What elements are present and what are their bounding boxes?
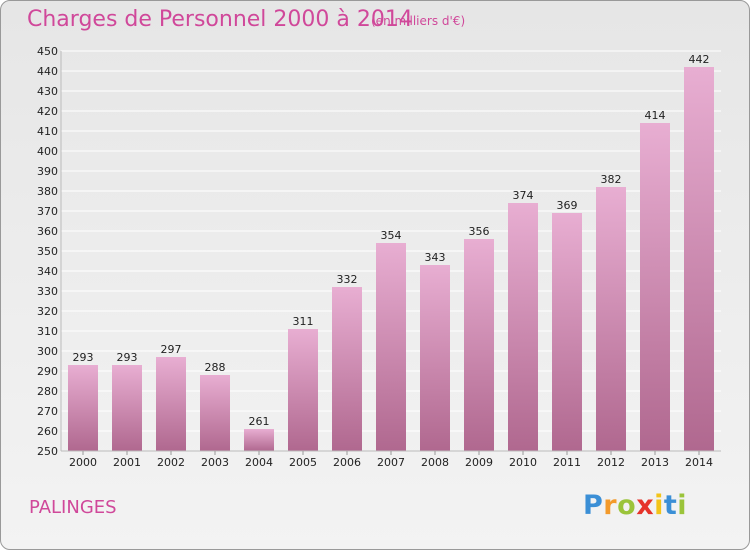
- logo-letter: x: [636, 490, 655, 521]
- data-label: 297: [161, 343, 182, 356]
- chart-title: Charges de Personnel 2000 à 2014: [27, 7, 413, 32]
- y-tick-label: 280: [37, 385, 58, 398]
- y-tick-label: 300: [37, 345, 58, 358]
- bar: [684, 67, 714, 451]
- y-tick-label: 440: [37, 65, 58, 78]
- y-tick-label: 330: [37, 285, 58, 298]
- x-tick-label: 2014: [685, 456, 713, 469]
- x-tick-label: 2006: [333, 456, 361, 469]
- y-tick-label: 310: [37, 325, 58, 338]
- bar: [640, 123, 670, 451]
- y-tick-label: 400: [37, 145, 58, 158]
- y-tick-label: 450: [37, 45, 58, 58]
- x-tick-label: 2008: [421, 456, 449, 469]
- logo-letter: o: [617, 490, 637, 521]
- y-tick-label: 340: [37, 265, 58, 278]
- data-label: 311: [293, 315, 314, 328]
- y-tick-label: 250: [37, 445, 58, 458]
- bar: [68, 365, 98, 451]
- bar: [464, 239, 494, 451]
- bar: [376, 243, 406, 451]
- x-tick-label: 2005: [289, 456, 317, 469]
- data-label: 261: [249, 415, 270, 428]
- bar: [200, 375, 230, 451]
- y-tick-label: 410: [37, 125, 58, 138]
- data-label: 293: [73, 351, 94, 364]
- logo-letter: r: [603, 490, 618, 521]
- y-tick-label: 260: [37, 425, 58, 438]
- data-label: 382: [601, 173, 622, 186]
- y-tick-label: 290: [37, 365, 58, 378]
- y-tick-label: 270: [37, 405, 58, 418]
- x-tick-label: 2013: [641, 456, 669, 469]
- bar: [552, 213, 582, 451]
- data-label: 374: [513, 189, 534, 202]
- y-tick-label: 380: [37, 185, 58, 198]
- bar: [420, 265, 450, 451]
- x-tick-label: 2004: [245, 456, 273, 469]
- bar: [288, 329, 318, 451]
- data-label: 343: [425, 251, 446, 264]
- x-tick-label: 2010: [509, 456, 537, 469]
- data-label: 414: [645, 109, 666, 122]
- data-label: 442: [689, 53, 710, 66]
- data-label: 332: [337, 273, 358, 286]
- data-label: 354: [381, 229, 402, 242]
- data-labels: 293 293 297 288 261 311 332 354 343 356 374 369 382 4…: [73, 53, 710, 428]
- bars: [68, 67, 714, 451]
- y-tick-label: 430: [37, 85, 58, 98]
- x-tick-label: 2009: [465, 456, 493, 469]
- bar: [508, 203, 538, 451]
- x-tick-label: 2003: [201, 456, 229, 469]
- logo-letter: i: [677, 490, 688, 521]
- data-label: 369: [557, 199, 578, 212]
- logo-letter: i: [654, 490, 664, 521]
- bar: [332, 287, 362, 451]
- bar: [112, 365, 142, 451]
- bar: [156, 357, 186, 451]
- data-label: 288: [205, 361, 226, 374]
- x-tick-label: 2001: [113, 456, 141, 469]
- data-label: 356: [469, 225, 490, 238]
- logo-letter: t: [663, 490, 678, 521]
- x-tick-label: 2000: [69, 456, 97, 469]
- y-tick-label: 370: [37, 205, 58, 218]
- data-label: 293: [117, 351, 138, 364]
- y-tick-label: 350: [37, 245, 58, 258]
- y-tick-label: 420: [37, 105, 58, 118]
- y-tick-label: 360: [37, 225, 58, 238]
- logo-letter: P: [583, 490, 604, 521]
- bar: [244, 429, 274, 451]
- bar: [596, 187, 626, 451]
- chart-subtitle: (en milliers d'€): [371, 14, 466, 28]
- x-tick-label: 2007: [377, 456, 405, 469]
- x-tick-label: 2011: [553, 456, 581, 469]
- y-tick-label: 320: [37, 305, 58, 318]
- x-axis: 2000 2001 2002 2003 2004 2005 2006 2007 2008 2009…: [69, 451, 713, 469]
- x-tick-label: 2012: [597, 456, 625, 469]
- x-tick-label: 2002: [157, 456, 185, 469]
- y-tick-label: 390: [37, 165, 58, 178]
- commune-name: PALINGES: [29, 497, 117, 518]
- proxiti-logo: Proxiti: [583, 490, 687, 521]
